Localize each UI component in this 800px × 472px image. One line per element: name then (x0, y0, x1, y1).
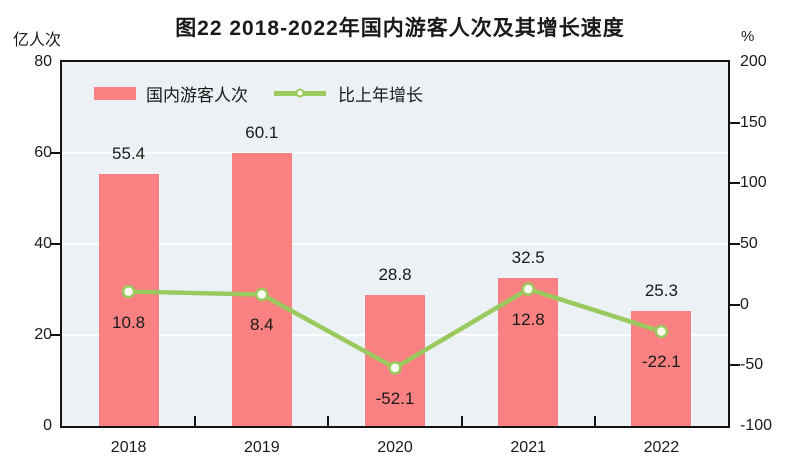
x-axis-boundary-tick (194, 416, 197, 426)
bar-value-label: 25.3 (644, 280, 678, 300)
right-axis-tick (730, 303, 740, 306)
grid-line (62, 243, 728, 245)
chart-title: 图22 2018-2022年国内游客人次及其增长速度 (175, 17, 625, 40)
right-axis-tick-label: -100 (740, 417, 773, 434)
bar-value-label: 55.4 (112, 143, 146, 163)
plot-area: 国内游客人次 比上年增长 55.4 60.1 28.8 32.5 25.3 10.8 8.4… (34, 53, 772, 456)
x-axis-label-2021: 2021 (510, 439, 546, 456)
bar-value-label: 60.1 (245, 122, 279, 142)
chart-legend: 国内游客人次 比上年增长 (94, 82, 423, 105)
right-axis-tick (730, 121, 740, 124)
x-axis-boundary-tick (593, 416, 596, 426)
left-axis-tick (50, 152, 60, 154)
right-axis-tick-label: -50 (740, 356, 764, 374)
x-axis-boundary-tick (327, 416, 330, 426)
right-axis-tick (730, 364, 740, 367)
x-axis-label-2018: 2018 (110, 439, 147, 456)
x-axis-label-2020: 2020 (377, 439, 413, 456)
left-axis-tick-label: 0 (43, 417, 52, 434)
growth-value-label: -52.1 (375, 388, 415, 408)
legend-bar-swatch (94, 86, 136, 100)
right-axis-tick-label: 50 (740, 235, 758, 252)
right-axis-tick-label: 150 (740, 113, 767, 131)
left-axis-tick-label: 40 (34, 235, 52, 252)
left-axis-tick-label: 60 (34, 144, 52, 161)
right-axis-tick-label: 100 (740, 174, 767, 192)
bar-2018 (98, 173, 159, 426)
legend-line-label: 比上年增长 (338, 85, 423, 105)
bar-value-label: 28.8 (378, 264, 412, 284)
bar-2019 (231, 152, 292, 426)
legend-bar-label: 国内游客人次 (146, 85, 248, 105)
left-axis-tick-label: 80 (34, 53, 52, 70)
left-axis-tick-label: 20 (34, 326, 52, 343)
growth-value-label: 8.4 (249, 315, 274, 335)
x-axis-label-2019: 2019 (244, 439, 280, 456)
right-axis-tick (730, 243, 740, 245)
legend-line-marker-icon (295, 88, 305, 98)
right-axis-tick-label: 200 (740, 53, 767, 70)
bar-2021 (498, 278, 559, 426)
right-axis-tick (730, 182, 740, 185)
right-axis-tick-label: 0 (740, 295, 749, 313)
left-axis-unit-label: 亿人次 (13, 32, 62, 49)
growth-value-label: -22.1 (642, 352, 681, 372)
legend-line-sample (274, 88, 326, 98)
growth-value-label: 10.8 (112, 312, 146, 332)
x-axis-boundary-tick (460, 416, 463, 426)
x-axis-label-2022: 2022 (643, 439, 680, 456)
right-axis-unit-label: % (741, 28, 755, 45)
left-axis-tick (50, 334, 60, 336)
growth-value-label: 12.8 (511, 310, 545, 330)
bar-value-label: 32.5 (511, 248, 545, 268)
left-axis-tick (50, 243, 60, 245)
